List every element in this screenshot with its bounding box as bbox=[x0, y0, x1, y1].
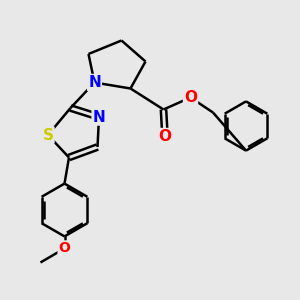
Text: O: O bbox=[158, 129, 172, 144]
Text: N: N bbox=[93, 110, 105, 124]
Text: O: O bbox=[58, 242, 70, 255]
Text: O: O bbox=[184, 90, 197, 105]
Text: N: N bbox=[88, 75, 101, 90]
Text: S: S bbox=[43, 128, 53, 142]
